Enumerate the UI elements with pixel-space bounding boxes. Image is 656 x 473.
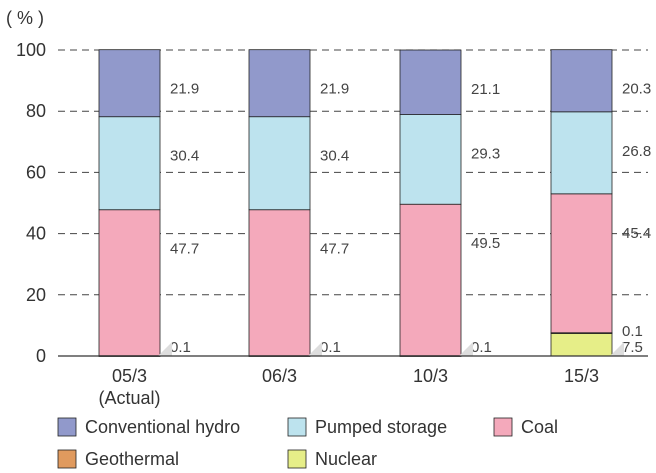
data-label: 0.1	[471, 339, 492, 356]
legend-item: Coal	[493, 417, 558, 437]
bar-segment-coal	[399, 203, 462, 357]
legend-swatch	[287, 417, 307, 437]
geothermal-marker	[459, 342, 473, 356]
y-tick-label: 20	[26, 285, 46, 305]
legend-swatch	[287, 449, 307, 469]
bar-segment-conventional-hydro	[550, 49, 613, 113]
bar-segment-conventional-hydro	[248, 49, 311, 118]
bars: 0.1 47.7 30.4 21.9 0.1 47.7 30.4 21.9 0.1 49.5 29.…	[98, 49, 651, 357]
x-axis-ticks: 05/3(Actual) 06/3 10/3 15/3	[98, 366, 599, 408]
x-tick-label: 15/3	[564, 366, 599, 386]
data-label: 7.5	[622, 339, 643, 356]
data-label: 30.4	[320, 148, 349, 165]
data-label: 29.3	[471, 146, 500, 163]
bar-segment-conventional-hydro	[399, 49, 462, 115]
data-label: 49.5	[471, 235, 500, 252]
legend-label: Coal	[521, 417, 558, 437]
data-label: 21.1	[471, 81, 500, 98]
geothermal-marker	[158, 342, 172, 356]
y-tick-label: 100	[16, 40, 46, 60]
legend-swatch	[57, 417, 77, 437]
data-label: 0.1	[622, 323, 643, 340]
bar-segment-coal	[98, 209, 161, 357]
legend-label: Nuclear	[315, 449, 377, 469]
y-tick-label: 0	[36, 346, 46, 366]
data-label: 47.7	[320, 241, 349, 258]
legend-label: Geothermal	[85, 449, 179, 469]
bar-stack: 0.1 49.5 29.3 21.1	[399, 49, 500, 357]
bar-stack: 7.50.1 45.4 26.8 20.3	[550, 49, 651, 357]
bar-stack: 0.1 47.7 30.4 21.9	[98, 49, 199, 357]
data-label: 30.4	[170, 148, 199, 165]
x-tick-label: 10/3	[413, 366, 448, 386]
data-label: 0.1	[320, 339, 341, 356]
legend-item: Conventional hydro	[57, 417, 240, 437]
data-label: 21.9	[320, 81, 349, 98]
bar-segment-conventional-hydro	[98, 49, 161, 118]
bar-segment-nuclear	[550, 332, 613, 357]
legend-label: Conventional hydro	[85, 417, 240, 437]
bar-segment-pumped-storage	[98, 116, 161, 211]
y-axis-ticks: 0 20 40 60 80 100	[16, 40, 46, 366]
x-tick-label: 06/3	[262, 366, 297, 386]
x-tick-label: 05/3	[112, 366, 147, 386]
geothermal-marker	[308, 342, 322, 356]
data-label: 45.4	[622, 225, 651, 242]
data-label: 47.7	[170, 241, 199, 258]
y-tick-label: 80	[26, 101, 46, 121]
data-label: 21.9	[170, 81, 199, 98]
data-label: 20.3	[622, 81, 651, 98]
x-tick-label: (Actual)	[98, 388, 160, 408]
bar-segment-pumped-storage	[248, 116, 311, 211]
legend-swatch	[493, 417, 513, 437]
y-tick-label: 40	[26, 224, 46, 244]
legend-item: Geothermal	[57, 449, 179, 469]
data-label: 0.1	[170, 339, 191, 356]
y-axis-unit-label: ( % )	[6, 8, 44, 28]
legend: Conventional hydro Pumped storage Coal Geot…	[57, 417, 558, 469]
bar-stack: 0.1 47.7 30.4 21.9	[248, 49, 349, 357]
legend-swatch	[57, 449, 77, 469]
data-label: 26.8	[622, 143, 651, 160]
legend-item: Nuclear	[287, 449, 377, 469]
legend-item: Pumped storage	[287, 417, 447, 437]
bar-segment-pumped-storage	[399, 114, 462, 205]
bar-segment-coal	[550, 193, 613, 334]
legend-label: Pumped storage	[315, 417, 447, 437]
geothermal-marker	[610, 342, 624, 356]
bar-segment-pumped-storage	[550, 111, 613, 195]
y-tick-label: 60	[26, 162, 46, 182]
bar-segment-coal	[248, 209, 311, 357]
